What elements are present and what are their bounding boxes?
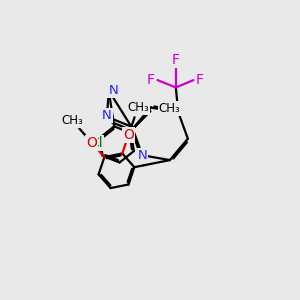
Text: F: F: [196, 73, 204, 87]
Text: CH₃: CH₃: [159, 102, 181, 116]
Text: N: N: [137, 149, 147, 162]
Text: N: N: [102, 109, 112, 122]
Text: F: F: [147, 73, 155, 87]
Text: Cl: Cl: [89, 136, 103, 150]
Text: N: N: [108, 84, 118, 97]
Text: F: F: [172, 53, 180, 68]
Text: O: O: [86, 136, 97, 150]
Text: CH₃: CH₃: [127, 101, 149, 114]
Text: CH₃: CH₃: [61, 114, 83, 127]
Text: O: O: [123, 128, 134, 142]
